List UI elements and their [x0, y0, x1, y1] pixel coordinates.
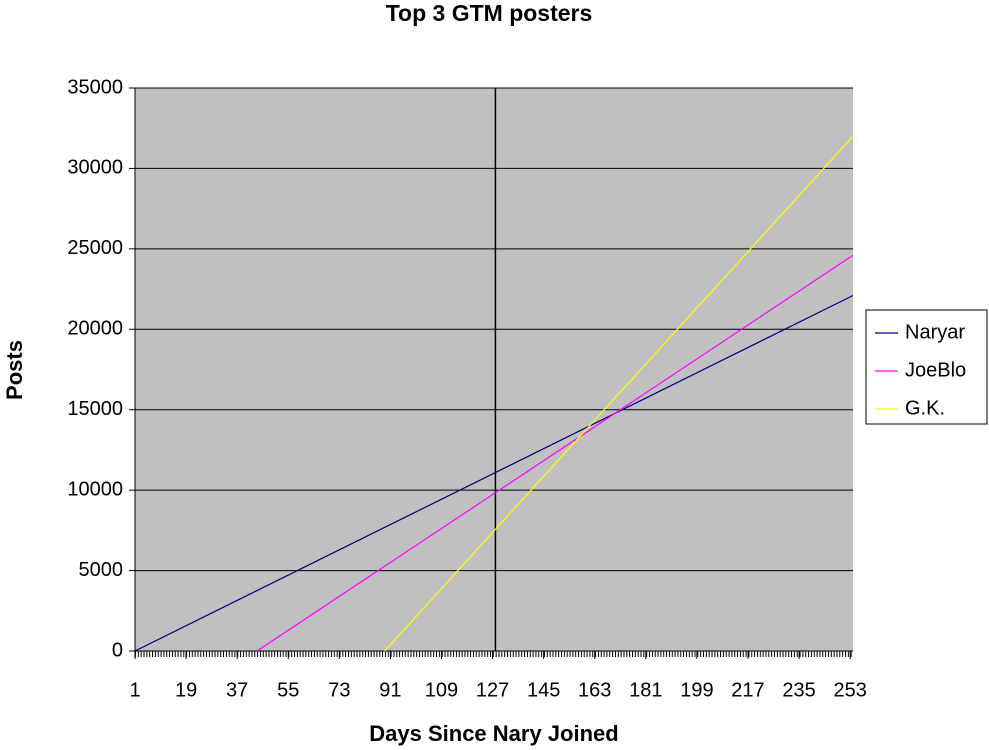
y-tick-label: 35000	[67, 76, 123, 98]
x-tick-label: 163	[578, 679, 611, 701]
x-tick-label: 199	[680, 679, 713, 701]
x-tick-label: 181	[629, 679, 662, 701]
chart-title: Top 3 GTM posters	[386, 0, 593, 26]
x-tick-label: 55	[277, 679, 299, 701]
x-axis-label: Days Since Nary Joined	[369, 721, 618, 746]
x-tick-label: 127	[476, 679, 509, 701]
x-tick-label: 253	[833, 679, 866, 701]
y-tick-label: 20000	[67, 318, 123, 340]
series-line	[384, 135, 854, 652]
y-tick-label: 5000	[79, 559, 124, 581]
legend-label: G.K.	[905, 397, 945, 419]
plot-area	[135, 88, 853, 651]
series-line	[256, 254, 854, 652]
legend	[865, 309, 988, 425]
y-tick-label: 15000	[67, 398, 123, 420]
x-tick-label: 109	[425, 679, 458, 701]
series-line	[134, 294, 854, 652]
y-tick-label: 25000	[67, 237, 123, 259]
legend-label: Naryar	[905, 321, 965, 343]
x-tick-label: 1	[129, 679, 140, 701]
x-tick-label: 91	[379, 679, 401, 701]
y-tick-label: 0	[112, 639, 123, 661]
x-tick-label: 235	[782, 679, 815, 701]
x-tick-label: 145	[527, 679, 560, 701]
x-tick-label: 37	[226, 679, 248, 701]
y-tick-label: 10000	[67, 478, 123, 500]
x-tick-label: 73	[328, 679, 350, 701]
y-axis-label: Posts	[2, 340, 27, 400]
x-tick-label: 217	[731, 679, 764, 701]
y-tick-label: 30000	[67, 157, 123, 179]
minor-ticks	[135, 651, 853, 657]
legend-label: JoeBlo	[905, 359, 966, 381]
x-tick-label: 19	[175, 679, 197, 701]
